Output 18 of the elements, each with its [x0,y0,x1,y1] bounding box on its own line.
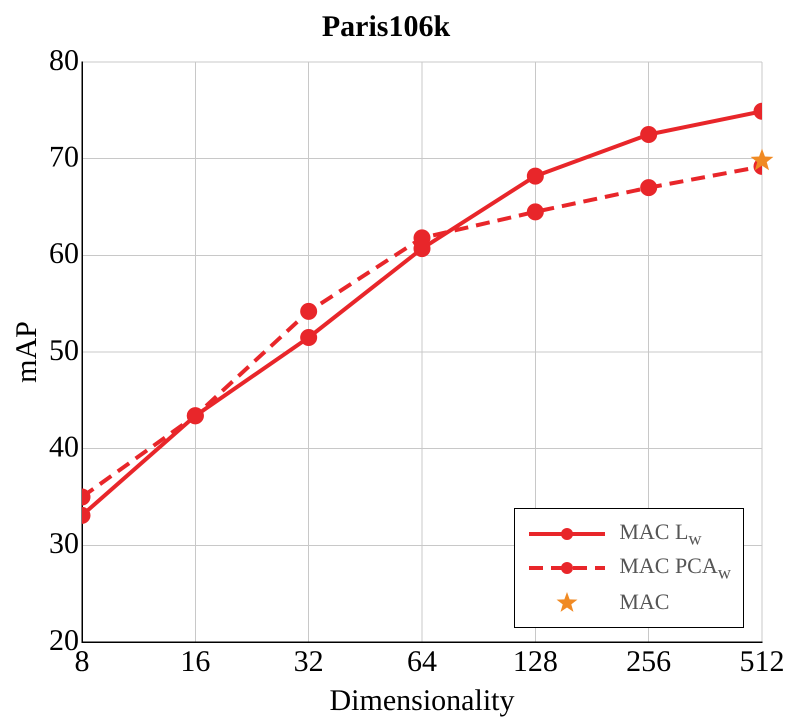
chart-title: Paris106k [322,10,450,43]
y-tick-label: 40 [49,430,79,464]
x-tick-label: 256 [626,644,672,678]
legend-label: MAC PCA$_{w}$ [619,552,731,584]
x-tick-label: 16 [180,644,210,678]
y-axis-title: mAP [10,321,43,383]
x-tick-label: 32 [294,644,324,678]
y-tick-label: 50 [49,334,79,367]
y-tick-label: 30 [49,527,79,560]
legend-label: MAC L$_{w}$ [619,518,702,550]
y-tick-label: 70 [49,140,79,174]
x-tick-label: 512 [740,644,784,678]
x-tick-label: 64 [407,644,437,678]
x-tick-label: 128 [512,644,558,678]
y-tick-label: 60 [49,237,79,270]
legend-label: MAC [619,589,670,615]
y-tick-label: 80 [49,44,79,77]
x-axis-title: Dimensionality [330,684,514,717]
